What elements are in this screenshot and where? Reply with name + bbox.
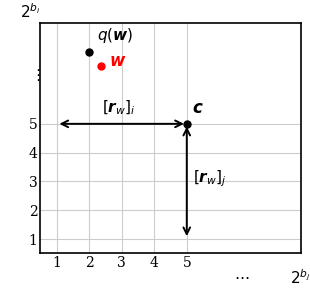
Text: $\vdots$: $\vdots$ bbox=[30, 67, 40, 83]
Text: $q(\boldsymbol{w})$: $q(\boldsymbol{w})$ bbox=[97, 26, 134, 45]
Text: $[\boldsymbol{r}_w]_j$: $[\boldsymbol{r}_w]_j$ bbox=[193, 168, 227, 189]
Text: $2^{b_j}$: $2^{b_j}$ bbox=[290, 268, 310, 287]
Text: $\boldsymbol{c}$: $\boldsymbol{c}$ bbox=[192, 100, 203, 117]
Text: $\ldots$: $\ldots$ bbox=[234, 268, 250, 282]
Text: $\boldsymbol{w}$: $\boldsymbol{w}$ bbox=[109, 53, 127, 71]
Text: $2^{b_i}$: $2^{b_i}$ bbox=[20, 2, 40, 21]
Text: $[\boldsymbol{r}_w]_i$: $[\boldsymbol{r}_w]_i$ bbox=[101, 98, 135, 117]
